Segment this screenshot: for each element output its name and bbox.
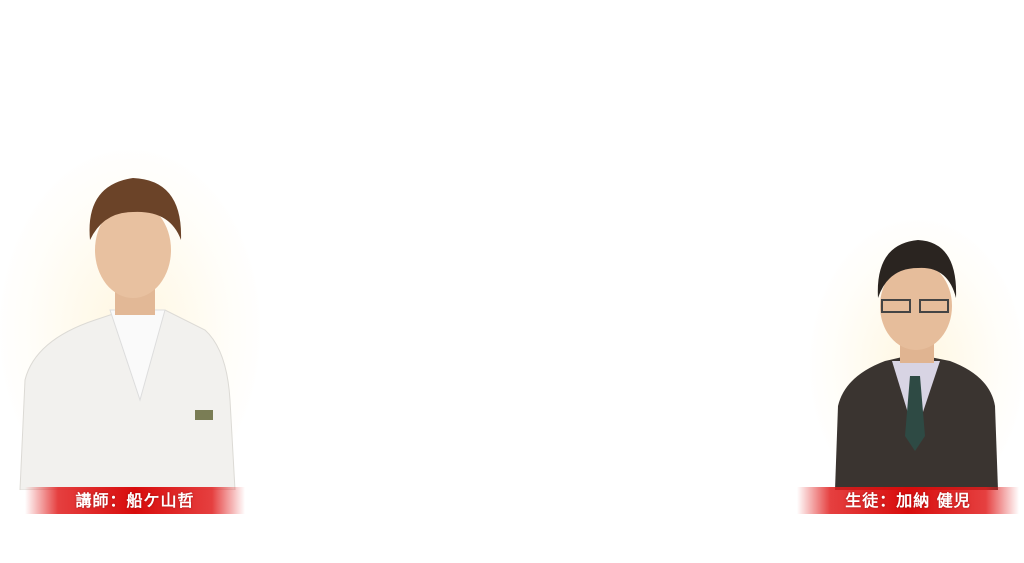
teacher-name-label: 講師：船ケ山哲 xyxy=(25,487,245,514)
student-name-label: 生徒：加納 健児 xyxy=(797,487,1019,514)
student-photo xyxy=(835,240,998,490)
teacher-photo xyxy=(19,178,236,490)
